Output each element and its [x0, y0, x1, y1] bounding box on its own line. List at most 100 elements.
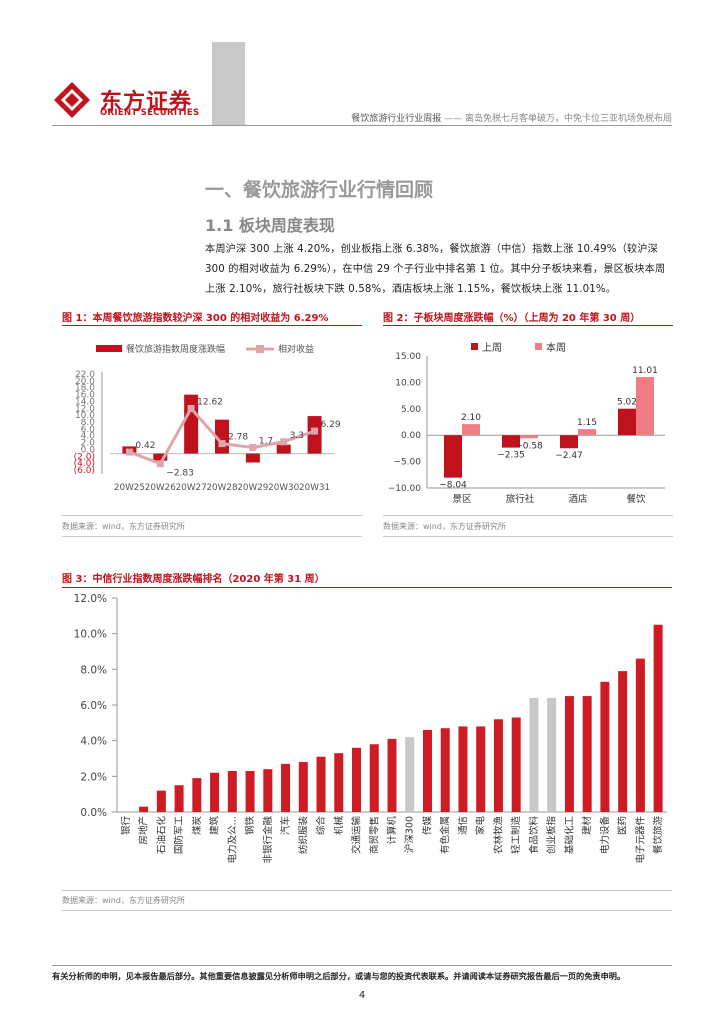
- marker-relative-return: [218, 440, 226, 448]
- y-tick-label: 2.0%: [80, 771, 107, 783]
- data-label: −0.58: [515, 441, 543, 451]
- x-tick-label: 房地产: [138, 816, 150, 845]
- y-tick-label: −5.00: [393, 458, 421, 468]
- x-tick-label: 交通运输: [351, 816, 363, 855]
- x-tick-label: 国防军工: [173, 816, 185, 855]
- x-tick-label: 20W29: [237, 483, 268, 493]
- figure1-title: 图 1：本周餐饮旅游指数较沪深 300 的相对收益为 6.29%: [62, 313, 329, 324]
- x-tick-label: 银行: [120, 816, 132, 836]
- figure3-title: 图 3：中信行业指数周度涨跌幅排名（2020 年第 31 周）: [62, 574, 325, 585]
- bar-industry: [493, 719, 503, 812]
- y-tick-label: 12.0: [75, 404, 95, 414]
- x-tick-label: 机械: [333, 816, 345, 836]
- x-tick-label: 综合: [315, 816, 327, 836]
- bar-this-week: [578, 429, 596, 436]
- bar-industry: [298, 762, 308, 812]
- bar-industry: [387, 738, 397, 812]
- bar-index-change: [184, 394, 199, 454]
- x-tick-label: 电力及公…: [226, 816, 238, 864]
- x-tick-label: 景区: [452, 494, 472, 505]
- y-tick-label: 4.0: [81, 432, 96, 442]
- y-tick-label: 16.0: [75, 391, 95, 401]
- x-tick-label: 20W25: [114, 483, 145, 493]
- data-label-relative-return: −2.83: [166, 469, 194, 479]
- bar-industry: [245, 770, 255, 812]
- bar-last-week: [560, 435, 578, 449]
- figure1-source-rule: [62, 536, 362, 537]
- x-tick-label: 纺织服装: [297, 816, 309, 855]
- bar-industry: [511, 717, 521, 812]
- bar-industry: [476, 726, 486, 812]
- bar-this-week: [462, 424, 480, 436]
- x-tick-label: 创业板指: [546, 816, 558, 855]
- x-tick-label: 食品饮料: [528, 816, 540, 855]
- data-label: −8.04: [439, 481, 467, 491]
- bar-last-week: [444, 435, 462, 478]
- figure2-title-rule: [383, 325, 673, 326]
- bar-industry: [139, 806, 149, 812]
- bar-industry: [422, 729, 432, 812]
- x-tick-label: 旅行社: [506, 493, 535, 505]
- bar-index-change: [276, 444, 291, 454]
- marker-relative-return: [311, 427, 319, 435]
- bar-industry: [174, 785, 184, 812]
- data-label: −2.47: [555, 451, 583, 461]
- legend-swatch-this-week: [535, 343, 542, 350]
- data-label: 2.10: [461, 413, 481, 423]
- data-label-relative-return: 0.42: [135, 441, 155, 451]
- y-tick-label: 18.0: [75, 384, 95, 394]
- report-header: 餐饮旅游行业行业周报 —— 离岛免税七月客单破万，中免卡位三亚机场免税布局: [351, 111, 672, 124]
- figure1-title-rule: [62, 325, 362, 326]
- figure2-title: 图 2：子板块周度涨跌幅（%）（上周为 20 年第 30 周）: [383, 313, 641, 324]
- figure2-source: 数据来源：wind，东方证券研究所: [383, 522, 506, 531]
- bar-benchmark: [529, 697, 539, 812]
- legend-marker-relative-return: [256, 345, 264, 353]
- x-tick-label: 电子元器件: [634, 816, 646, 864]
- data-label: −2.35: [497, 451, 525, 461]
- header-separator: ——: [441, 114, 465, 124]
- bar-industry: [653, 624, 663, 812]
- x-tick-label: 20W31: [299, 483, 330, 493]
- bar-industry: [227, 770, 237, 812]
- x-tick-label: 传媒: [421, 816, 433, 836]
- x-tick-label: 煤炭: [191, 816, 203, 836]
- x-tick-label: 汽车: [280, 816, 292, 835]
- marker-relative-return: [249, 444, 257, 451]
- bar-industry: [635, 658, 645, 812]
- orient-securities-logo-icon: [54, 82, 90, 118]
- bar-industry: [458, 726, 468, 812]
- y-tick-label: 0.00: [401, 431, 421, 441]
- x-tick-label: 农林牧渔: [492, 816, 504, 855]
- x-tick-label: 计算机: [386, 816, 398, 845]
- y-tick-label: 10.0: [75, 411, 95, 421]
- data-label-relative-return: 2.78: [228, 433, 248, 443]
- figure3-bottom-rule: [62, 890, 672, 891]
- x-tick-label: 20W27: [176, 483, 207, 493]
- data-label-relative-return: 1.7: [259, 437, 273, 447]
- x-tick-label: 电力设备: [599, 816, 611, 855]
- y-tick-label: 10.0%: [74, 629, 107, 641]
- page-number: 4: [358, 990, 366, 1001]
- y-tick-label: 6.0%: [80, 700, 107, 712]
- bar-industry: [316, 756, 326, 812]
- marker-relative-return: [125, 448, 133, 456]
- x-tick-label: 建材: [581, 816, 593, 836]
- bar-industry: [440, 728, 450, 812]
- bar-industry: [369, 744, 379, 812]
- footer-divider: [52, 965, 672, 966]
- header-decoration-block: [212, 42, 245, 126]
- data-label-relative-return: 6.29: [321, 420, 341, 430]
- bar-industry: [156, 790, 166, 812]
- x-tick-label: 钢铁: [244, 816, 256, 836]
- bar-last-week: [618, 408, 636, 436]
- report-name: 餐饮旅游行业行业周报: [351, 114, 442, 124]
- figure2-source-rule: [383, 536, 673, 537]
- legend-swatch-index-change: [96, 345, 122, 352]
- x-tick-label: 非银行金融: [262, 816, 274, 864]
- x-tick-label: 20W26: [145, 483, 176, 493]
- sub-title: 1.1 板块周度表现: [205, 216, 335, 235]
- y-tick-label: 14.0: [75, 397, 95, 407]
- bar-index-change: [307, 416, 322, 454]
- bar-last-week: [502, 435, 520, 448]
- x-tick-label: 医药: [618, 816, 629, 835]
